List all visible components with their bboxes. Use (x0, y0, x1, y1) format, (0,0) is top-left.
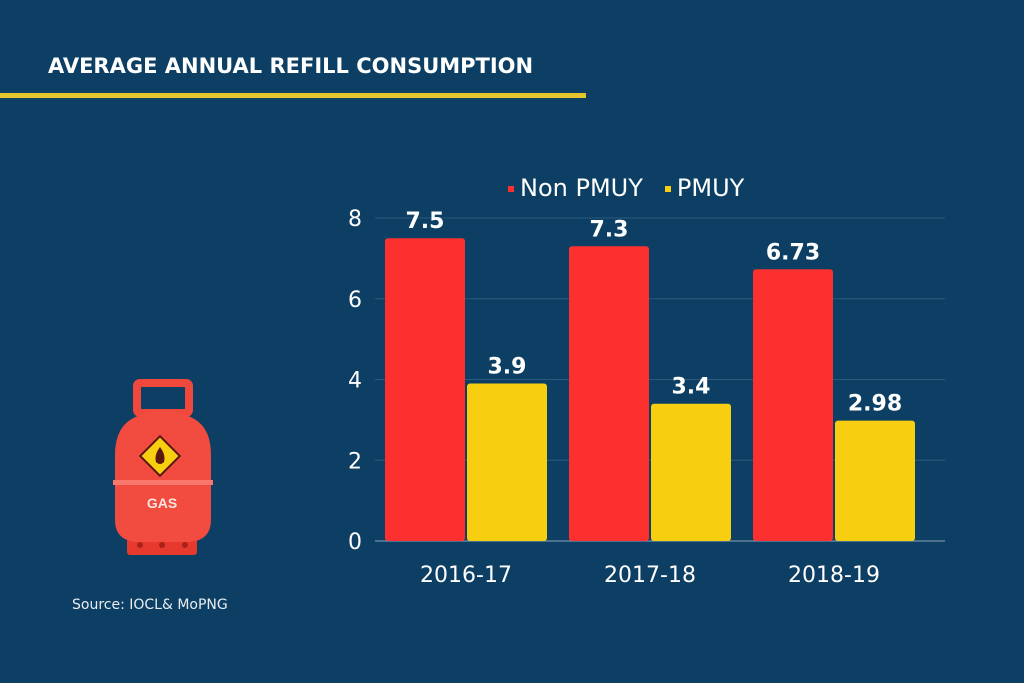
y-tick-label: 0 (348, 530, 362, 555)
y-tick-label: 6 (348, 288, 362, 313)
gas-cylinder-icon: GAS (113, 379, 213, 555)
data-label: 7.5 (406, 209, 445, 234)
data-label: 3.4 (672, 375, 711, 400)
page-title: AVERAGE ANNUAL REFILL CONSUMPTION (48, 54, 534, 78)
y-tick-label: 4 (348, 369, 362, 394)
bar-non-pmuy (385, 238, 465, 541)
x-tick-label: 2016-17 (420, 563, 512, 588)
y-tick-label: 2 (348, 449, 362, 474)
data-label: 6.73 (766, 240, 820, 265)
gas-label: GAS (147, 495, 177, 511)
legend-item-non-pmuy: Non PMUY (508, 174, 643, 202)
title-underline (0, 93, 586, 98)
y-tick-label: 8 (348, 207, 362, 232)
x-tick-label: 2017-18 (604, 563, 696, 588)
source-note: Source: IOCL& MoPNG (72, 597, 228, 613)
bar-non-pmuy (753, 269, 833, 541)
x-tick-label: 2018-19 (788, 563, 880, 588)
bar-non-pmuy (569, 246, 649, 541)
legend-label: PMUY (676, 174, 745, 202)
legend-item-pmuy: PMUY (664, 174, 745, 202)
bar-pmuy (651, 403, 731, 541)
bar-pmuy (835, 420, 915, 541)
data-label: 7.3 (590, 217, 629, 242)
legend-label: Non PMUY (520, 174, 643, 202)
bar-pmuy (467, 383, 547, 541)
data-label: 3.9 (488, 355, 527, 380)
data-label: 2.98 (848, 392, 902, 417)
legend: Non PMUY PMUY (508, 174, 744, 202)
